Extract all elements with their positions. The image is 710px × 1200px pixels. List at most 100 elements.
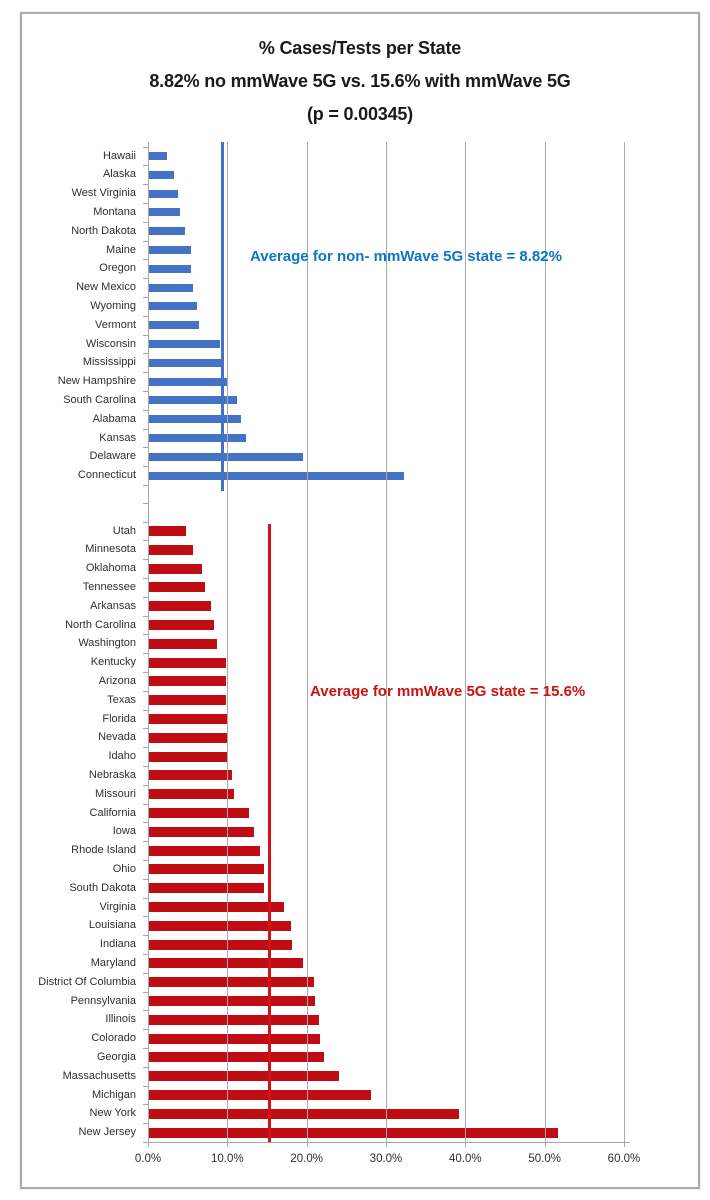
bar-oregon <box>149 264 192 273</box>
bar-montana <box>149 208 180 217</box>
x-axis-tick <box>306 1142 308 1147</box>
x-axis-tick <box>623 1142 625 1147</box>
bar-south-carolina <box>149 396 238 405</box>
bar-wyoming <box>149 302 197 311</box>
bar-indiana <box>149 939 292 950</box>
y-axis-tick <box>143 466 148 468</box>
y-axis-line <box>148 142 149 1142</box>
bar-arizona <box>149 676 226 687</box>
bar-florida <box>149 714 228 724</box>
bar-utah <box>149 526 187 536</box>
y-axis-tick <box>143 1104 148 1106</box>
bar-new-jersey <box>149 1127 558 1138</box>
gridline-40pct <box>465 142 467 1142</box>
y-axis-tick <box>143 1123 148 1125</box>
category-label-north-dakota: North Dakota <box>71 224 136 237</box>
chart-subtitle: 8.82% no mmWave 5G vs. 15.6% with mmWave… <box>149 71 571 91</box>
y-axis-tick <box>143 428 148 430</box>
bar-kentucky <box>149 657 226 668</box>
bar-wisconsin <box>149 340 221 348</box>
y-axis-tick <box>143 747 148 749</box>
category-label-kansas: Kansas <box>99 431 136 444</box>
x-axis-tick <box>465 1142 467 1147</box>
gridline-60pct <box>623 142 625 1142</box>
bar-iowa <box>149 826 254 837</box>
y-axis-tick <box>143 1029 148 1031</box>
x-axis-tick <box>227 1142 229 1147</box>
y-axis-tick <box>143 634 148 636</box>
y-axis-tick <box>143 916 148 918</box>
category-label-north-carolina: North Carolina <box>65 618 136 631</box>
category-label-idaho: Idaho <box>108 750 136 763</box>
category-label-hawaii: Hawaii <box>102 149 136 162</box>
y-axis-tick <box>143 240 148 242</box>
bar-tennessee <box>149 582 205 593</box>
category-label-arizona: Arizona <box>98 674 136 687</box>
category-label-arkansas: Arkansas <box>90 599 136 612</box>
y-axis-tick <box>143 860 148 861</box>
y-axis-tick <box>143 391 148 392</box>
y-axis-tick <box>143 502 148 504</box>
category-label-vermont: Vermont <box>95 318 136 331</box>
category-label-district-of-columbia: District Of Columbia <box>38 975 136 988</box>
chart-title-block: % Cases/Tests per State 8.82% no mmWave … <box>22 32 698 131</box>
bar-louisiana <box>149 920 291 931</box>
y-axis-tick <box>143 728 148 730</box>
y-axis-tick <box>143 1048 148 1049</box>
y-axis-tick <box>143 447 148 449</box>
bar-washington <box>149 638 218 649</box>
bar-idaho <box>149 751 229 762</box>
bar-oklahoma <box>149 563 203 574</box>
category-label-delaware: Delaware <box>89 450 136 463</box>
category-label-west-virginia: West Virginia <box>71 187 136 200</box>
category-label-mississippi: Mississippi <box>82 356 136 369</box>
category-label-florida: Florida <box>102 712 136 725</box>
y-axis-tick <box>143 485 148 486</box>
x-axis-tick-label: 20.0% <box>290 1153 323 1165</box>
category-label-alabama: Alabama <box>92 412 136 425</box>
bar-nevada <box>149 732 228 743</box>
y-axis-tick <box>143 353 148 355</box>
y-axis-tick <box>143 203 148 204</box>
y-axis-tick <box>143 278 148 280</box>
bar-south-dakota <box>149 883 265 894</box>
category-label-utah: Utah <box>112 524 136 537</box>
category-label-tennessee: Tennessee <box>82 580 136 593</box>
x-axis-tick-label: 0.0% <box>134 1153 162 1165</box>
y-axis-tick <box>143 878 148 880</box>
x-axis-line <box>148 1142 630 1143</box>
category-label-new-hampshire: New Hampshire <box>57 375 136 388</box>
y-axis-tick <box>143 784 148 786</box>
bar-new-hampshire <box>149 377 229 386</box>
y-axis-tick <box>143 972 148 974</box>
bar-arkansas <box>149 601 211 612</box>
bar-north-carolina <box>149 620 215 630</box>
y-axis-tick <box>143 409 148 411</box>
y-axis-tick <box>143 709 148 711</box>
y-axis-tick <box>143 672 148 673</box>
annotation-mmwave-average: Average for mmWave 5G state = 15.6% <box>310 683 586 700</box>
x-axis-tick-label: 10.0% <box>211 1153 244 1165</box>
annotation-non-mmwave-average: Average for non- mmWave 5G state = 8.82% <box>250 248 562 265</box>
category-label-montana: Montana <box>93 205 136 218</box>
bar-ohio <box>149 864 265 875</box>
bar-delaware <box>149 452 303 461</box>
y-axis-tick <box>143 803 148 805</box>
bar-chart-plot: New Jersey New York Michigan Massachusetts G… <box>22 14 698 1187</box>
y-axis-tick <box>143 184 148 186</box>
x-axis-tick <box>148 1142 149 1147</box>
y-axis-tick <box>143 297 148 298</box>
y-axis-tick <box>143 954 148 955</box>
figure-frame: % Cases/Tests per State 8.82% no mmWave … <box>20 12 700 1189</box>
bar-new-mexico <box>149 283 193 292</box>
y-axis-tick <box>143 1085 148 1087</box>
category-label-connecticut: Connecticut <box>77 469 136 482</box>
y-axis-tick <box>143 165 148 167</box>
x-axis-tick-label: 40.0% <box>449 1153 482 1165</box>
y-axis-tick <box>143 766 148 767</box>
gridline-20pct <box>306 142 308 1142</box>
bar-alabama <box>149 415 242 424</box>
y-axis-tick <box>143 578 148 579</box>
x-axis-tick-label: 50.0% <box>528 1153 561 1165</box>
y-axis-tick <box>143 822 148 824</box>
